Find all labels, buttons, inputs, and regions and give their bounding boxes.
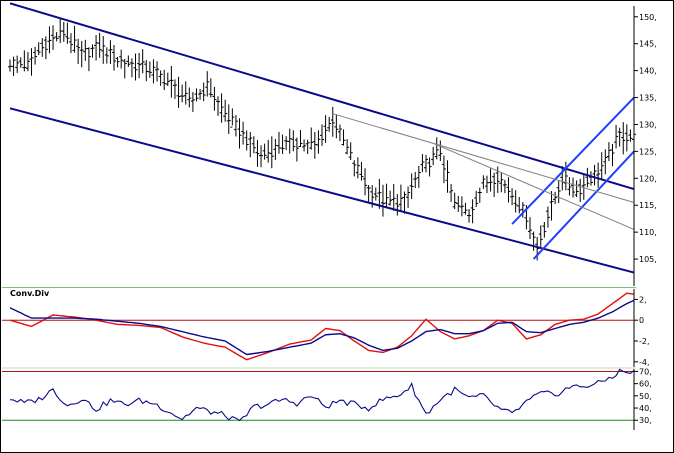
- y-tick-label: 70,: [639, 367, 652, 376]
- y-tick-label: 140,: [639, 67, 657, 76]
- macd-line: [9, 292, 635, 361]
- y-tick-label: -2,: [639, 337, 650, 346]
- channel-line-trend-2: [432, 142, 635, 230]
- y-tick-label: 145,: [639, 40, 657, 49]
- y-tick-label: 130,: [639, 120, 657, 129]
- channel-line-short-upper: [511, 96, 635, 225]
- y-tick-label: 60,: [639, 380, 652, 389]
- plot-layer: [2, 2, 636, 422]
- channel-line-main-upper: [9, 2, 635, 191]
- macd-panel-title: Conv.Div: [10, 289, 50, 298]
- y-tick-label: 120,: [639, 174, 657, 183]
- y-tick-label: 105,: [639, 255, 657, 264]
- channel-line-main-lower: [9, 107, 635, 274]
- y-tick-label: -4,: [639, 358, 650, 367]
- y-tick-label: 135,: [639, 94, 657, 103]
- channel-line-short-lower: [532, 150, 635, 260]
- y-tick-label: 110,: [639, 228, 657, 237]
- signal-line: [9, 299, 635, 356]
- axis-layer: 150, 145, 140, 135, 130, 125, 120, 115, 110, 105,…: [633, 6, 657, 430]
- channel-line-trend-1: [332, 113, 635, 204]
- y-tick-label: 0: [639, 316, 644, 325]
- y-tick-label: 150,: [639, 13, 657, 22]
- oscillator-line: [9, 368, 635, 422]
- y-tick-label: 50,: [639, 392, 652, 401]
- y-tick-label: 2,: [639, 295, 647, 304]
- y-tick-label: 40,: [639, 404, 652, 413]
- y-tick-label: 125,: [639, 147, 657, 156]
- y-tick-label: 115,: [639, 201, 657, 210]
- y-tick-label: 30,: [639, 416, 652, 425]
